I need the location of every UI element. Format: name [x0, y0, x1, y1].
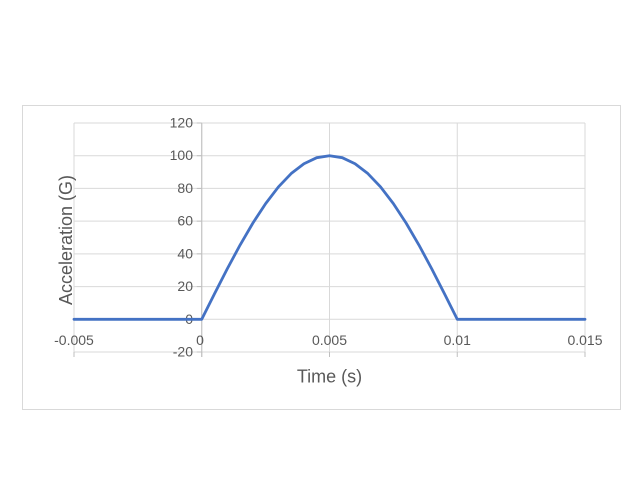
- y-tick-label: 120: [170, 115, 194, 131]
- x-tick-label: -0.005: [54, 332, 94, 348]
- gridlines: [73, 122, 586, 353]
- y-tick-label: 20: [177, 278, 193, 294]
- y-tick-label: 100: [170, 147, 194, 163]
- y-axis-tick-labels: 120 100 80 60 40 20 0 -20: [170, 115, 194, 360]
- x-tick-label: 0: [196, 332, 204, 348]
- chart-svg: 120 100 80 60 40 20 0 -20 -0.005 0 0.005…: [54, 115, 603, 387]
- y-tick-label: -20: [173, 344, 193, 360]
- x-tick-label: 0.01: [444, 332, 471, 348]
- y-tick-label: 60: [177, 213, 193, 229]
- x-tick-label: 0.005: [312, 332, 347, 348]
- x-axis-title: Time (s): [297, 367, 362, 387]
- y-axis-title: Acceleration (G): [56, 175, 76, 305]
- series-line: [72, 154, 587, 321]
- y-tick-label: 40: [177, 245, 193, 261]
- y-tick-label: 80: [177, 180, 193, 196]
- chart-container: 120 100 80 60 40 20 0 -20 -0.005 0 0.005…: [22, 105, 621, 410]
- x-axis-tick-labels: -0.005 0 0.005 0.01 0.015: [54, 332, 603, 348]
- x-tick-label: 0.015: [567, 332, 602, 348]
